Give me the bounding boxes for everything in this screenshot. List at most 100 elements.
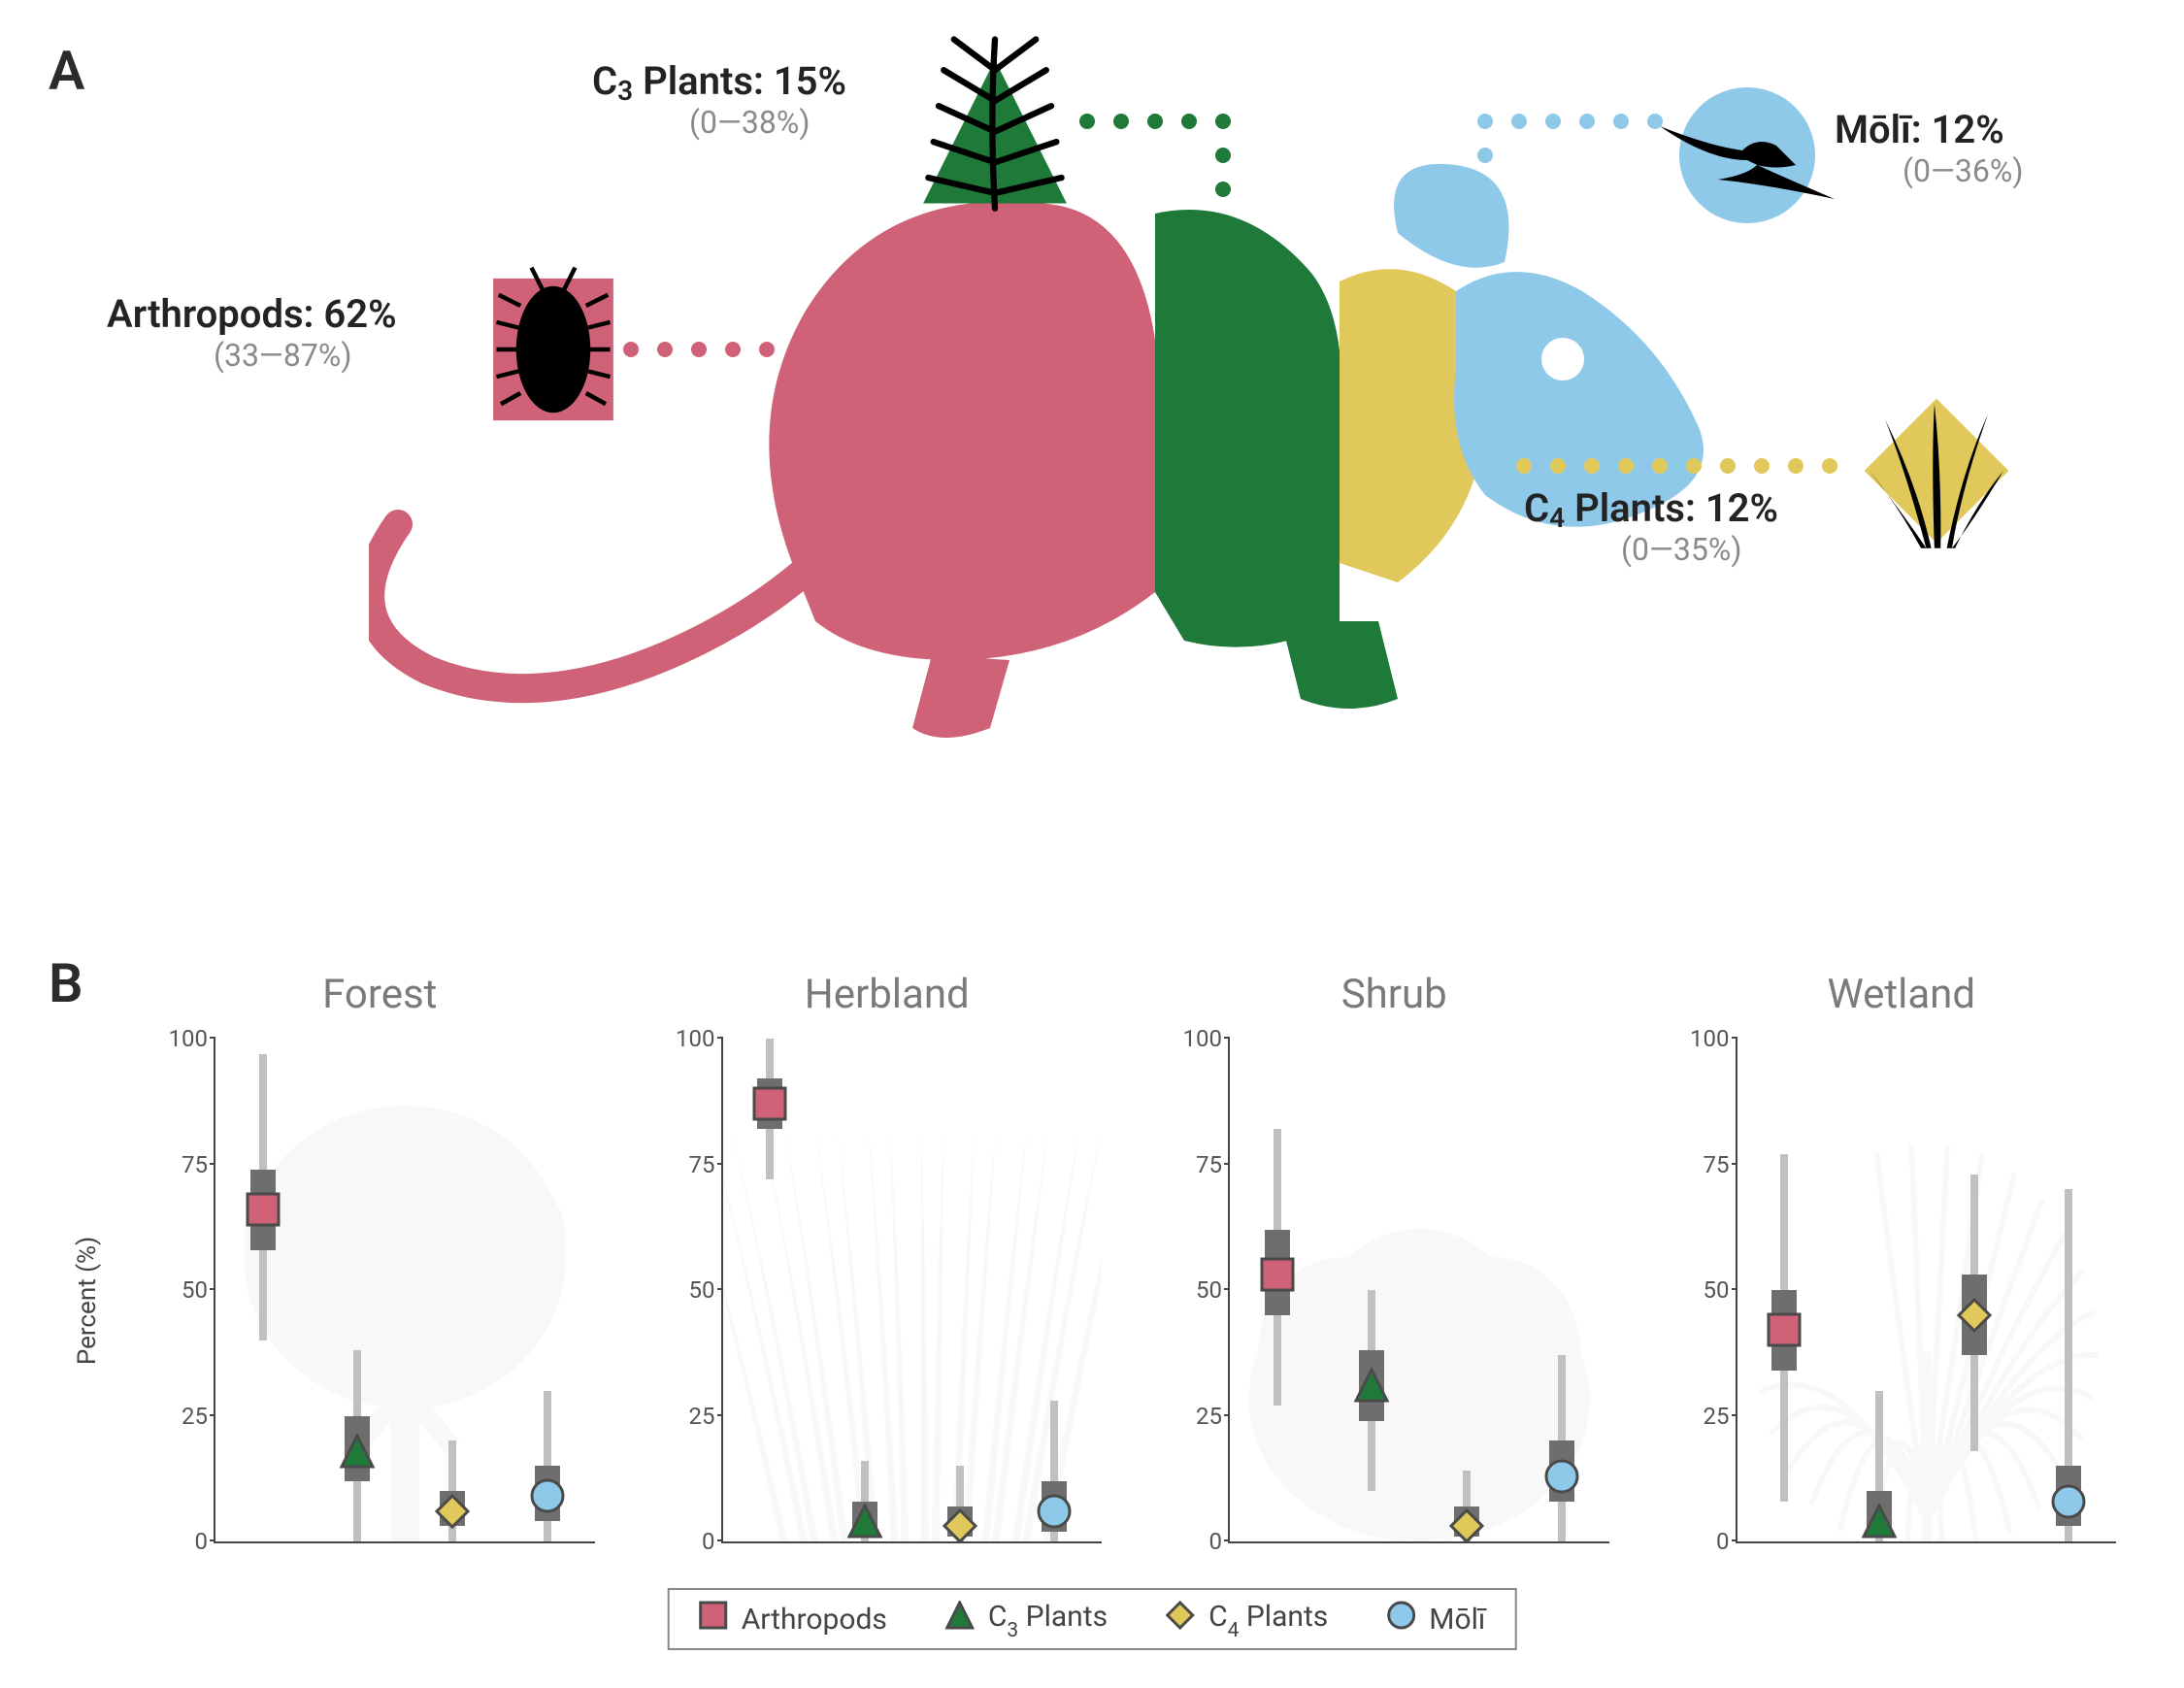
y-tick-label: 25 [689, 1403, 723, 1430]
y-tick-label: 100 [1183, 1025, 1230, 1052]
y-tick-label: 50 [1704, 1276, 1737, 1304]
callout-moli-title: Mōlī: 12% [1835, 107, 2023, 152]
y-tick-mark [1732, 1414, 1737, 1416]
legend-item-arthropods: Arthropods [699, 1601, 887, 1638]
legend-marker-moli [1386, 1601, 1415, 1638]
callout-c3-value: 15% [774, 58, 846, 104]
plot-area: 0255075100 [1736, 1039, 2117, 1543]
arthropod-icon [485, 262, 621, 437]
marker-c4 [1449, 1508, 1484, 1543]
c3-plant-icon [912, 29, 1077, 214]
legend-marker-c3 [945, 1601, 975, 1638]
y-tick-mark [1224, 1037, 1230, 1039]
y-axis-label: Percent (%) [73, 1237, 102, 1365]
y-tick-mark [1732, 1539, 1737, 1541]
charts-row: Forest0255075100Herbland0255075100Shrub0… [155, 980, 2126, 1563]
y-tick-mark [1732, 1163, 1737, 1165]
legend-item-c4: C4 Plants [1166, 1600, 1328, 1638]
panel-a: Arthropods: 62% (33—87%) C3 Plants: 1 [39, 39, 2145, 912]
chart-title: Herbland [805, 971, 970, 1018]
mouse-eye [1541, 338, 1584, 381]
y-tick-label: 0 [195, 1528, 216, 1555]
y-tick-mark [210, 1288, 215, 1290]
plot-area: 0255075100 [721, 1039, 1103, 1543]
y-tick-mark [717, 1037, 723, 1039]
panel-b: Percent (%) Forest0255075100Herbland0255… [39, 951, 2145, 1650]
y-tick-mark [1732, 1037, 1737, 1039]
marker-arthropods [1260, 1257, 1295, 1292]
marker-c3 [1354, 1368, 1389, 1403]
callout-moli: Mōlī: 12% (0—36%) [1835, 107, 2023, 189]
legend-label-moli: Mōlī [1429, 1603, 1485, 1637]
callout-arthropods-value: 62% [323, 291, 396, 337]
legend-item-c3: C3 Plants [945, 1600, 1108, 1638]
y-tick-label: 100 [169, 1025, 215, 1052]
callout-c4-suffix: Plants: [1565, 485, 1705, 531]
y-tick-mark [1224, 1163, 1230, 1165]
callout-moli-value: 12% [1932, 107, 2004, 152]
y-tick-label: 100 [1690, 1025, 1737, 1052]
marker-arthropods [1767, 1312, 1802, 1347]
connector-arthropods [621, 340, 874, 359]
y-tick-label: 50 [182, 1276, 215, 1304]
callout-c3-sub: 3 [617, 75, 633, 107]
legend-label-c3: C3 Plants [988, 1600, 1108, 1638]
connector-c3 [1077, 112, 1252, 248]
marker-moli [530, 1478, 565, 1513]
y-tick-mark [210, 1414, 215, 1416]
callout-c3-title: C3 Plants: 15% [592, 58, 846, 104]
marker-c4 [435, 1494, 470, 1529]
y-tick-label: 75 [182, 1151, 215, 1178]
chart-title: Wetland [1827, 971, 1975, 1018]
plot-area: 0255075100 [214, 1039, 595, 1543]
y-tick-mark [210, 1163, 215, 1165]
chart-shrub: Shrub0255075100 [1170, 980, 1619, 1563]
y-tick-label: 50 [1196, 1276, 1230, 1304]
callout-c4-prefix: C [1524, 485, 1549, 531]
y-tick-label: 75 [1196, 1151, 1230, 1178]
mouse-segment-arthropods [769, 201, 1155, 660]
moli-bird-icon [1650, 78, 1844, 233]
chart-title: Shrub [1341, 971, 1447, 1018]
callout-c3-range: (0—38%) [592, 104, 846, 141]
callout-c4: C4 Plants: 12% (0—35%) [1524, 485, 1778, 568]
callout-arthropods-range: (33—87%) [107, 337, 397, 374]
legend-item-moli: Mōlī [1386, 1601, 1485, 1638]
callout-moli-range: (0—36%) [1835, 152, 2023, 189]
y-tick-label: 0 [1716, 1528, 1737, 1555]
legend: Arthropods C3 Plants C4 Plants Mōlī [668, 1588, 1517, 1650]
callout-c3: C3 Plants: 15% (0—38%) [592, 58, 846, 141]
chart-title: Forest [322, 971, 437, 1018]
y-tick-mark [717, 1163, 723, 1165]
y-tick-label: 25 [1704, 1403, 1737, 1430]
marker-c4 [943, 1508, 977, 1543]
connector-c4 [1514, 456, 1854, 476]
y-tick-mark [717, 1414, 723, 1416]
chart-forest: Forest0255075100 [155, 980, 605, 1563]
callout-c3-suffix: Plants: [633, 58, 774, 104]
y-tick-label: 100 [676, 1025, 722, 1052]
marker-moli [1544, 1459, 1579, 1494]
marker-moli [2051, 1484, 2086, 1519]
callout-c4-sub: 4 [1549, 502, 1565, 534]
y-tick-label: 25 [1196, 1403, 1230, 1430]
callout-c3-prefix: C [592, 58, 617, 104]
y-tick-mark [1224, 1288, 1230, 1290]
y-tick-mark [717, 1288, 723, 1290]
marker-c3 [1862, 1504, 1897, 1539]
y-tick-mark [717, 1539, 723, 1541]
marker-arthropods [752, 1086, 787, 1121]
callout-moli-prefix: Mōlī: [1835, 107, 1932, 152]
callout-arthropods: Arthropods: 62% (33—87%) [107, 291, 397, 374]
y-tick-mark [1224, 1414, 1230, 1416]
y-tick-mark [1224, 1539, 1230, 1541]
figure-root: A Arthropods: 62% [39, 39, 2145, 1649]
mouse-foot-rear [912, 655, 1009, 738]
marker-c3 [340, 1434, 375, 1469]
y-tick-label: 0 [702, 1528, 723, 1555]
marker-moli [1037, 1494, 1072, 1529]
callout-c4-range: (0—35%) [1524, 531, 1778, 568]
callout-c4-title: C4 Plants: 12% [1524, 485, 1778, 531]
legend-label-c4: C4 Plants [1208, 1600, 1328, 1638]
y-tick-label: 75 [1704, 1151, 1737, 1178]
